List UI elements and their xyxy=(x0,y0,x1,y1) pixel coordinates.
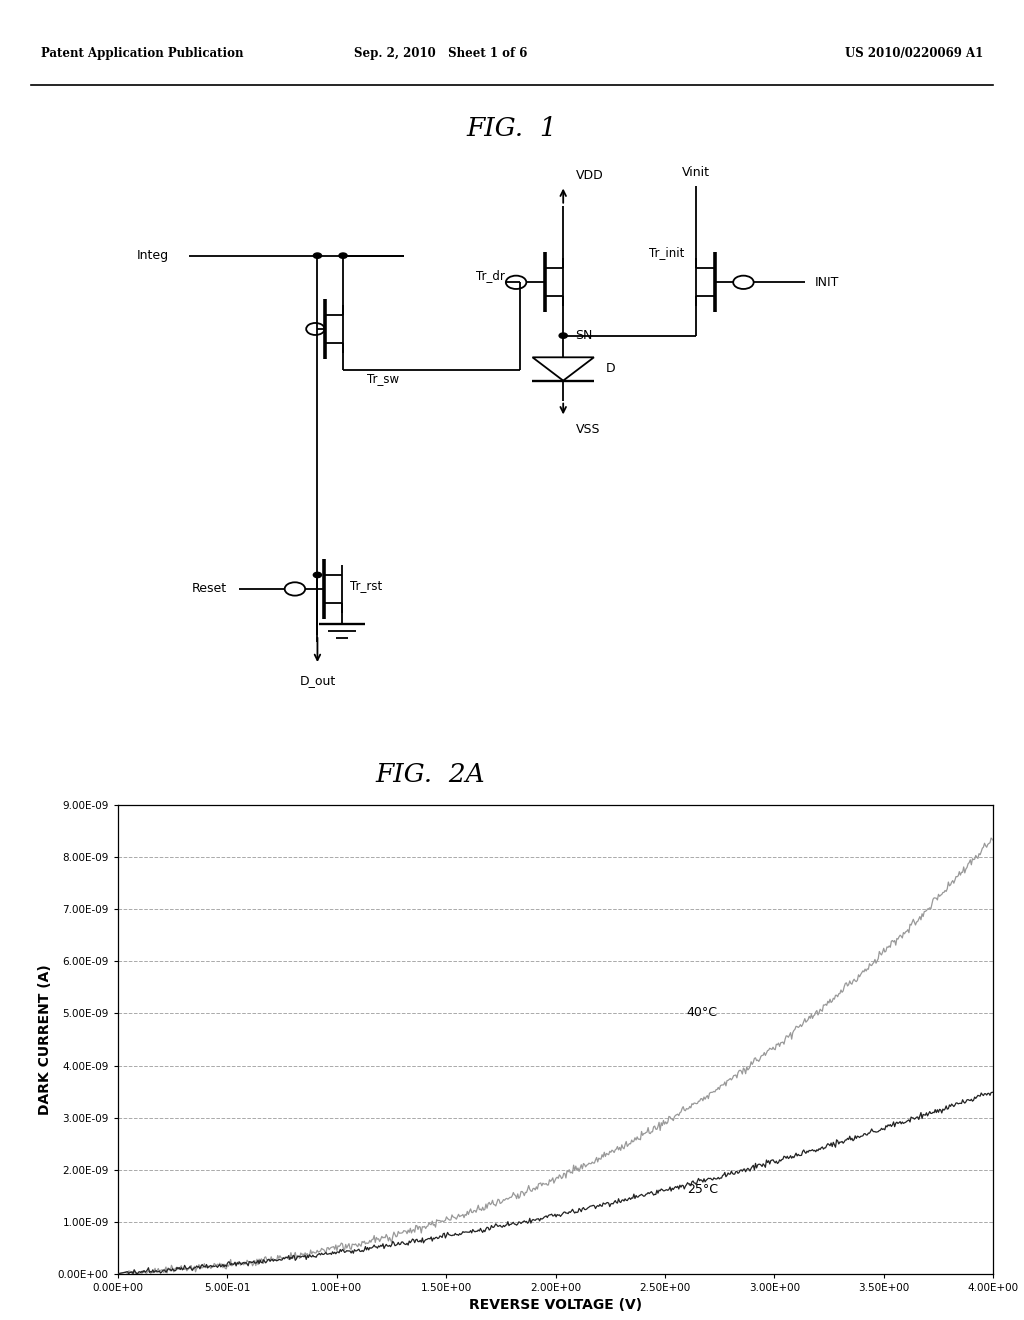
Text: Tr_dr: Tr_dr xyxy=(476,269,505,282)
Circle shape xyxy=(313,253,322,259)
Circle shape xyxy=(313,573,322,578)
Text: D: D xyxy=(606,363,615,375)
Text: FIG.  2A: FIG. 2A xyxy=(375,762,485,787)
Text: Tr_init: Tr_init xyxy=(648,246,684,259)
Text: Tr_rst: Tr_rst xyxy=(350,579,382,593)
Circle shape xyxy=(339,253,347,259)
X-axis label: REVERSE VOLTAGE (V): REVERSE VOLTAGE (V) xyxy=(469,1299,642,1312)
Text: D_out: D_out xyxy=(299,673,336,686)
Text: US 2010/0220069 A1: US 2010/0220069 A1 xyxy=(845,46,983,59)
Text: Patent Application Publication: Patent Application Publication xyxy=(41,46,244,59)
Text: Sep. 2, 2010   Sheet 1 of 6: Sep. 2, 2010 Sheet 1 of 6 xyxy=(353,46,527,59)
Text: 25°C: 25°C xyxy=(687,1183,718,1196)
Text: FIG.  1: FIG. 1 xyxy=(467,116,557,141)
Text: INIT: INIT xyxy=(815,276,840,289)
Text: Vinit: Vinit xyxy=(682,166,711,180)
Text: Tr_sw: Tr_sw xyxy=(367,372,398,385)
Text: 40°C: 40°C xyxy=(687,1006,718,1019)
Text: VSS: VSS xyxy=(575,422,600,436)
Text: Integ: Integ xyxy=(137,249,169,263)
Y-axis label: DARK CURRENT (A): DARK CURRENT (A) xyxy=(38,964,52,1115)
Text: Reset: Reset xyxy=(193,582,227,595)
Text: SN: SN xyxy=(575,329,593,342)
Text: VDD: VDD xyxy=(575,169,603,182)
Circle shape xyxy=(559,333,567,338)
